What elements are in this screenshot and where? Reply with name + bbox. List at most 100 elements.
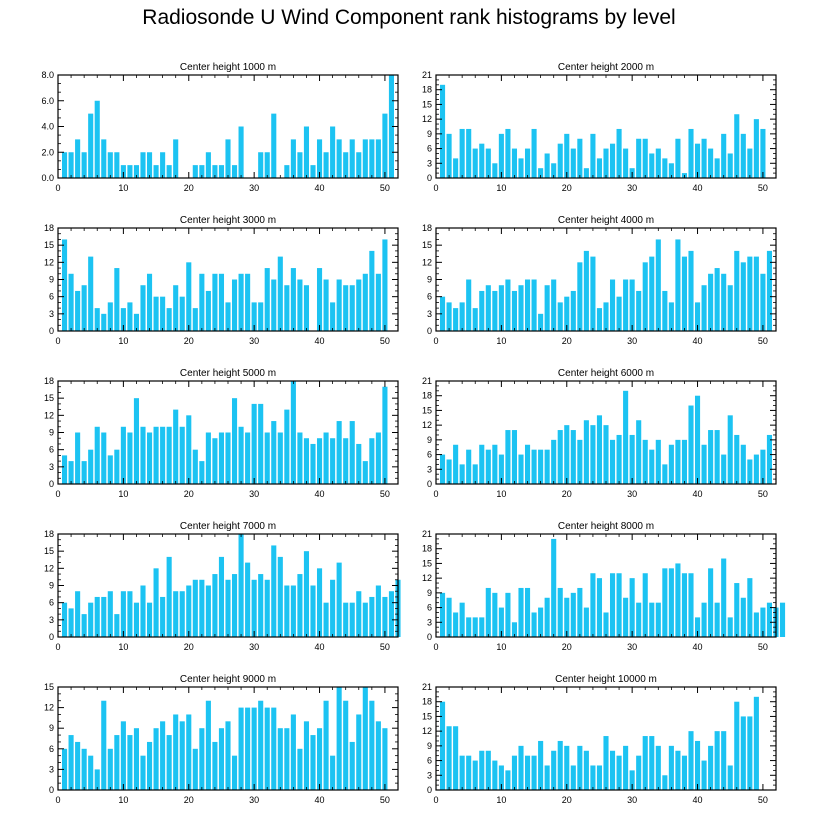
histogram-bar xyxy=(570,765,576,790)
histogram-bar xyxy=(297,432,303,484)
histogram-bar xyxy=(205,152,211,178)
histogram-bar xyxy=(290,381,296,484)
histogram-bar xyxy=(531,279,537,331)
histogram-bar xyxy=(336,421,342,484)
histogram-bar xyxy=(439,296,446,331)
histogram-bar xyxy=(446,597,452,637)
histogram-bar xyxy=(127,302,133,331)
histogram-bar xyxy=(271,707,277,790)
y-tick-label: 15 xyxy=(422,558,432,568)
histogram-bar xyxy=(356,279,362,331)
histogram-bar xyxy=(570,290,576,331)
histogram-bar xyxy=(681,439,688,484)
x-tick-label: 30 xyxy=(627,642,637,652)
histogram-bar xyxy=(225,139,231,179)
histogram-bar xyxy=(688,573,694,637)
histogram-bar xyxy=(727,765,733,790)
histogram-bar xyxy=(356,714,362,790)
histogram-bar xyxy=(577,439,583,484)
histogram-bar xyxy=(694,143,701,178)
histogram-bar xyxy=(120,165,126,179)
histogram-bar xyxy=(642,138,648,178)
y-tick-label: 18 xyxy=(422,223,432,233)
histogram-bar xyxy=(609,143,616,178)
histogram-bar xyxy=(231,574,238,637)
histogram-bar xyxy=(277,556,283,637)
histogram-bar xyxy=(343,152,349,178)
histogram-bar xyxy=(505,770,511,790)
histogram-bar xyxy=(551,538,557,637)
histogram-bar xyxy=(101,313,107,331)
histogram-bar xyxy=(675,563,681,637)
histogram-bar xyxy=(81,152,87,178)
histogram-bar xyxy=(668,745,674,790)
histogram-bar xyxy=(636,602,642,637)
x-tick-label: 50 xyxy=(758,642,768,652)
histogram-bar xyxy=(655,745,661,790)
histogram-bar xyxy=(472,308,478,331)
histogram-bar xyxy=(577,587,583,637)
x-tick-label: 40 xyxy=(315,183,325,193)
histogram-bar xyxy=(369,250,375,331)
histogram-bar xyxy=(636,420,642,484)
histogram-bar xyxy=(655,148,661,178)
histogram-bar xyxy=(140,426,146,484)
histogram-bar xyxy=(133,602,140,637)
y-tick-label: 9 xyxy=(427,435,432,445)
histogram-bar xyxy=(492,444,498,484)
histogram-bar xyxy=(186,415,192,484)
histogram-bar xyxy=(675,439,681,484)
histogram-bar xyxy=(382,596,388,637)
histogram-bar xyxy=(505,279,511,331)
histogram-bar xyxy=(127,432,133,484)
histogram-bar xyxy=(623,279,629,331)
histogram-bar xyxy=(336,562,342,637)
histogram-bar xyxy=(623,390,629,484)
y-tick-label: 6 xyxy=(49,292,54,302)
y-tick-label: 15 xyxy=(422,240,432,250)
x-tick-label: 10 xyxy=(118,795,128,805)
histogram-bar xyxy=(388,591,395,637)
x-tick-label: 20 xyxy=(562,642,572,652)
histogram-bar xyxy=(271,279,277,331)
histogram-bar xyxy=(192,748,198,790)
histogram-bar xyxy=(688,731,694,790)
y-tick-label: 9 xyxy=(49,581,54,591)
histogram-bar xyxy=(708,430,714,484)
histogram-bar xyxy=(120,721,126,790)
histogram-bar xyxy=(146,741,153,790)
y-tick-label: 0 xyxy=(427,326,432,336)
histogram-panel-9: Center height 9000 m 0 10 20 30 40 50 0 3 6 9 12 15 xyxy=(44,674,399,805)
histogram-bar xyxy=(199,165,205,179)
figure-title: Radiosonde U Wind Component rank histogr… xyxy=(142,6,676,29)
histogram-bar xyxy=(179,426,185,484)
histogram-bar xyxy=(251,707,257,790)
histogram-bar xyxy=(721,273,727,331)
histogram-bar xyxy=(714,731,720,790)
histogram-bar xyxy=(88,449,94,484)
histogram-bar xyxy=(192,579,198,637)
histogram-bar xyxy=(75,741,81,790)
histogram-bar xyxy=(231,755,238,790)
histogram-bar xyxy=(192,165,198,179)
histogram-panel-2: Center height 2000 m 0 10 20 30 40 50 0 3 6 9 12 15 1… xyxy=(422,62,777,193)
histogram-bar xyxy=(330,755,336,790)
histogram-bar xyxy=(388,75,395,178)
histogram-bar xyxy=(779,602,786,637)
x-tick-label: 20 xyxy=(562,795,572,805)
y-tick-label: 18 xyxy=(422,697,432,707)
histogram-bar xyxy=(564,425,570,484)
y-tick-label: 18 xyxy=(44,376,54,386)
histogram-bar xyxy=(81,285,87,331)
histogram-bar xyxy=(505,430,511,484)
histogram-bar xyxy=(258,700,264,790)
x-tick-label: 20 xyxy=(184,489,194,499)
histogram-bar xyxy=(524,148,531,178)
histogram-bar xyxy=(701,138,707,178)
histogram-bar xyxy=(114,268,120,331)
histogram-bar xyxy=(101,596,107,637)
histogram-bar xyxy=(459,755,465,790)
histogram-bar xyxy=(127,735,133,790)
histogram-bar xyxy=(153,426,159,484)
histogram-bar xyxy=(753,696,759,790)
